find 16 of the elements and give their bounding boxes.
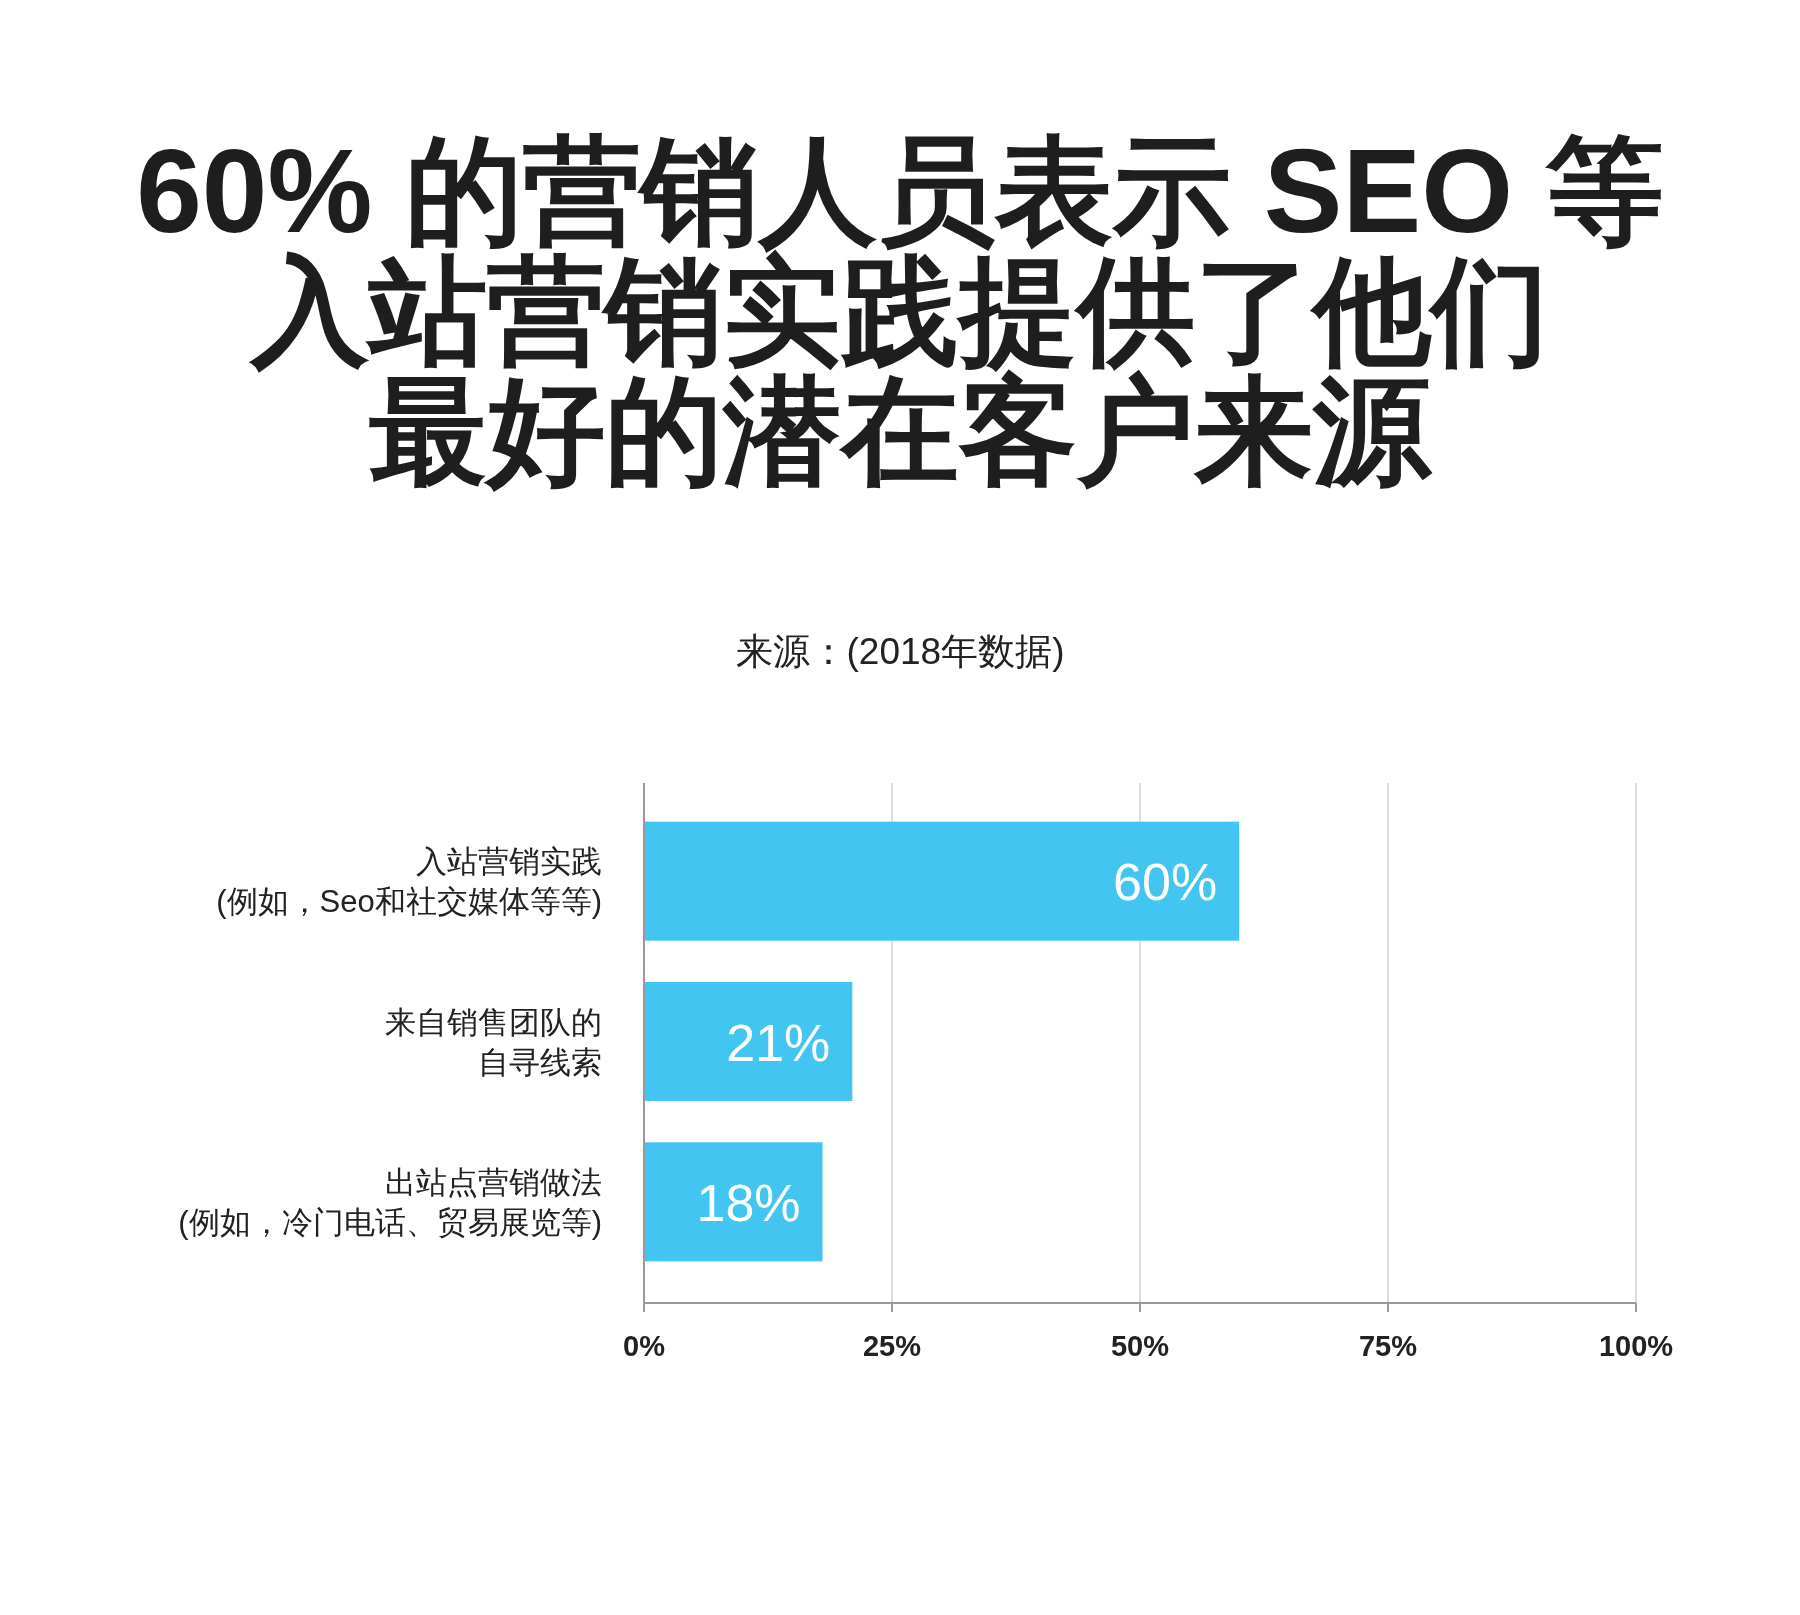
x-tick-label: 0%: [623, 1330, 666, 1362]
y-tick-label: 来自销售团队的自寻线索: [385, 1004, 602, 1080]
bar: [644, 1142, 823, 1262]
chart-title: 60% 的营销人员表示 SEO 等入站营销实践提供了他们最好的潜在客户来源: [136, 125, 1664, 497]
x-tick-label: 50%: [1110, 1330, 1170, 1362]
x-tick-label: 100%: [1598, 1330, 1674, 1362]
chart-subtitle: 来源：(2018年数据): [735, 631, 1065, 672]
bar: [644, 821, 1240, 941]
y-tick-label: 出站点营销做法(例如，冷门电话、贸易展览等): [178, 1164, 602, 1240]
data-label: 18%: [696, 1173, 801, 1232]
data-label: 60%: [1113, 853, 1218, 912]
x-tick-label: 25%: [862, 1330, 922, 1362]
y-tick-label: 入站营销实践(例如，Seo和社交媒体等等): [216, 844, 602, 920]
data-label: 21%: [726, 1013, 831, 1072]
bar: [644, 982, 853, 1101]
x-tick-label: 75%: [1358, 1330, 1418, 1362]
